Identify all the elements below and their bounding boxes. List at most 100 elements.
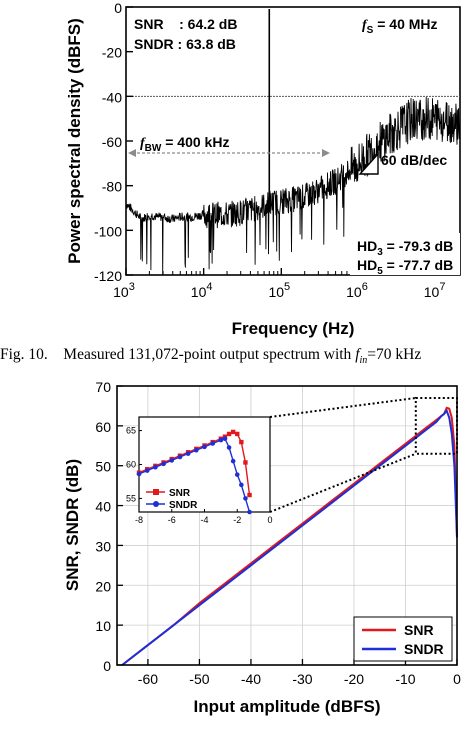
- psd-hd5-label: HD: [357, 257, 377, 273]
- psd-spectrum: [125, 9, 461, 276]
- psd-y-tick-label: -60: [102, 134, 122, 150]
- psd-plot-frame: [125, 6, 461, 276]
- caption-sub: in: [359, 355, 368, 367]
- snr-inset-marker: [235, 431, 240, 437]
- psd-hd3-subscript: 3: [377, 247, 383, 258]
- sndr-inset-marker: [194, 447, 199, 453]
- snr-inset-y-ticks: 55 60 65: [126, 426, 142, 503]
- psd-x-tick-label: 103: [113, 281, 135, 300]
- caption-f: f: [355, 346, 360, 363]
- snr-legend-box: [353, 616, 453, 662]
- sndr-inset-marker: [218, 437, 224, 443]
- snr-series-snr: [121, 406, 458, 666]
- sndr-inset-marker: [169, 458, 175, 463]
- psd-hd5-subscript: 5: [377, 266, 383, 277]
- snr-x-tick-label: -60: [138, 671, 158, 687]
- snr-inset-legend-snr: SNR: [169, 488, 191, 499]
- sndr-inset-marker: [210, 441, 215, 446]
- caption-suffix: =70 kHz: [367, 346, 422, 363]
- psd-plot-area: [125, 6, 461, 276]
- psd-x-tick-label: 106: [346, 281, 368, 300]
- snr-x-tick-label: -40: [241, 671, 261, 687]
- sndr-inset-marker: [177, 454, 183, 460]
- psd-x-tick-label: 104: [191, 281, 213, 300]
- snr-inset-legend: SNR SNDR: [146, 488, 198, 511]
- psd-snr-annotation: SNR : 64.2 dB: [134, 16, 237, 32]
- psd-hd5-annotation: HD5 = -77.7 dB: [357, 257, 453, 277]
- snr-zoom-connector-top: [269, 396, 416, 418]
- snr-y-tick-label: 50: [95, 459, 111, 475]
- snr-x-axis-label: Input amplitude (dBFS): [194, 697, 381, 716]
- sndr-inset-marker: [230, 458, 236, 464]
- psd-chart: 103 104 105 106 107 0 -20 -40 -60 -80 -100 -120 Fr…: [65, 0, 461, 338]
- snr-inset-x-ticks: -8 -6 -4 -2 0: [135, 509, 273, 525]
- snr-inset-x-tick-label: -6: [168, 515, 176, 525]
- snr-legend-snr-label: SNR: [404, 622, 434, 638]
- sndr-inset-marker: [144, 468, 150, 473]
- snr-y-ticks: 0 10 20 30 40 50 60 70: [95, 379, 123, 674]
- snr-y-tick-label: 0: [103, 658, 111, 674]
- psd-hd3-annotation: HD3 = -79.3 dB: [357, 238, 453, 258]
- psd-slope-annotation: 60 dB/dec: [381, 152, 447, 168]
- snr-y-tick-label: 20: [95, 578, 111, 594]
- psd-y-tick-label: -120: [94, 268, 122, 284]
- sndr-inset-marker: [153, 464, 158, 470]
- snr-x-tick-label: -10: [395, 671, 415, 687]
- psd-x-axis-label: Frequency (Hz): [232, 319, 355, 338]
- sndr-inset-marker: [161, 461, 166, 467]
- snr-y-axis-label: SNR, SNDR (dB): [63, 459, 82, 591]
- snr-zoom-box: [414, 396, 458, 455]
- sndr-inset-marker: [247, 509, 252, 515]
- psd-y-tick-label: 0: [114, 0, 122, 16]
- psd-slope-triangle: [358, 152, 379, 175]
- psd-hd3-label: HD: [357, 238, 377, 254]
- sndr-inset-marker: [239, 482, 244, 488]
- snr-y-tick-label: 10: [95, 618, 111, 634]
- snr-inset: -8 -6 -4 -2 0 55 60 65 SNR SNDR: [126, 416, 273, 525]
- snr-inset-marker: [243, 460, 248, 465]
- snr-inset-marker: [230, 429, 236, 435]
- snr-x-tick-label: 0: [453, 671, 461, 687]
- psd-x-tick-label: 105: [268, 281, 290, 300]
- snr-x-tick-label: -20: [344, 671, 364, 687]
- snr-x-ticks: -60 -50 -40 -30 -20 -10 0: [138, 659, 461, 687]
- snr-x-tick-label: -50: [189, 671, 209, 687]
- snr-legend: SNR SNDR: [353, 616, 453, 662]
- snr-inset-legend-sndr: SNDR: [169, 500, 198, 511]
- psd-y-tick-label: -80: [102, 179, 122, 195]
- psd-y-axis-label: Power spectral density (dBFS): [65, 18, 84, 264]
- snr-inset-series: [136, 429, 252, 515]
- psd-fbw-value: = 400 kHz: [161, 134, 229, 150]
- sndr-inset-marker: [185, 451, 191, 456]
- psd-fs-value: = 40 MHz: [373, 16, 437, 32]
- snr-inset-x-tick-label: -8: [135, 515, 143, 525]
- psd-y-tick-label: -20: [102, 45, 122, 61]
- psd-hd3-value: = -79.3 dB: [383, 238, 453, 254]
- psd-fs-annotation: fS = 40 MHz: [362, 16, 438, 36]
- snr-plot-frame: [116, 385, 458, 666]
- snr-y-tick-label: 30: [95, 538, 111, 554]
- snr-inset-marker: [226, 431, 232, 437]
- psd-y-ticks: 0 -20 -40 -60 -80 -100 -120: [94, 0, 133, 284]
- psd-fbw-subscript: BW: [145, 143, 162, 154]
- snr-inset-x-tick-label: -2: [233, 515, 241, 525]
- snr-legend-sndr-label: SNDR: [404, 641, 444, 657]
- figure-caption: Fig. 10. Measured 131,072-point output s…: [0, 346, 474, 366]
- snr-y-tick-label: 40: [95, 499, 111, 515]
- psd-spectrum-trace: [125, 96, 461, 276]
- snr-inset-y-tick-label: 55: [126, 493, 136, 503]
- sndr-inset-marker: [202, 444, 207, 450]
- snr-zoom-region: [269, 396, 458, 513]
- sndr-inset-marker: [222, 436, 228, 442]
- psd-fs-symbol: f: [362, 18, 368, 33]
- psd-hd-box: [350, 233, 460, 275]
- psd-x-ticks: 103 104 105 106 107: [113, 268, 461, 300]
- snr-y-tick-label: 60: [95, 419, 111, 435]
- psd-fbw-annotation: fBW = 400 kHz: [140, 134, 229, 154]
- snr-inset-y-tick-label: 60: [126, 460, 136, 470]
- snr-inset-x-tick-label: 0: [267, 515, 272, 525]
- psd-y-tick-label: -100: [94, 223, 122, 239]
- caption-prefix: Fig. 10. Measured 131,072-point output s…: [0, 346, 356, 363]
- psd-y-tick-label: -40: [102, 89, 122, 105]
